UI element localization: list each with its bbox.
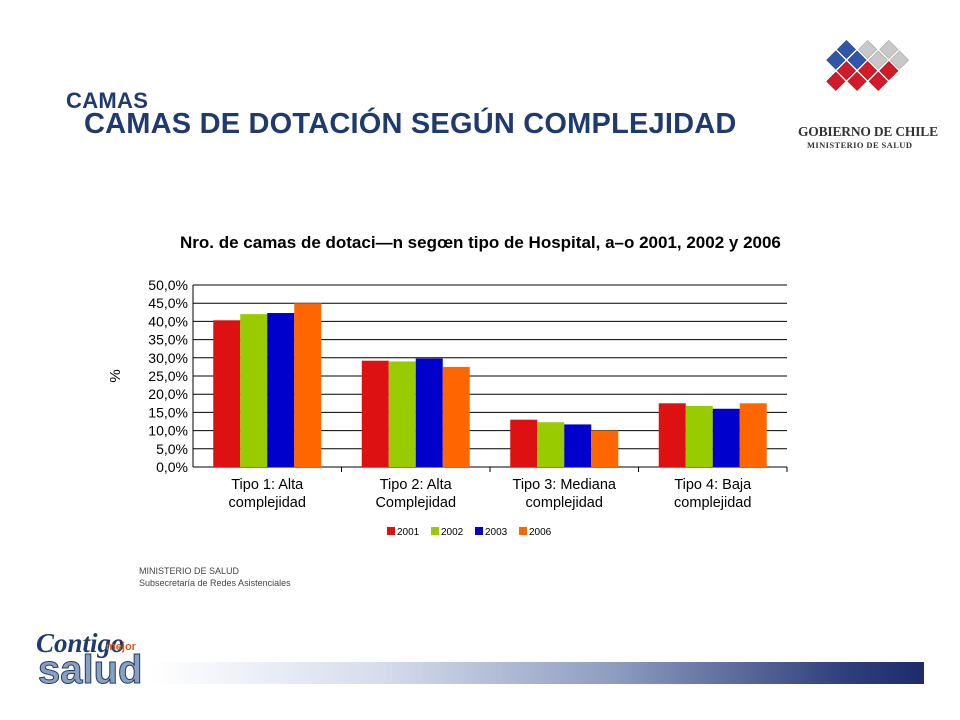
bar-2001 <box>213 320 241 467</box>
legend-label-2003: 2003 <box>485 527 508 538</box>
bar-2002 <box>388 361 416 467</box>
y-tick-label: 40,0% <box>148 313 188 329</box>
x-category-label: Complejidad <box>375 495 456 511</box>
bar-2003 <box>712 408 740 467</box>
y-tick-label: 50,0% <box>148 277 188 293</box>
y-tick-label: 15,0% <box>148 404 188 420</box>
x-category-label: complejidad <box>229 495 306 511</box>
bar-2003 <box>415 358 443 467</box>
y-tick-label: 10,0% <box>148 423 188 439</box>
y-tick-label: 20,0% <box>148 386 188 402</box>
page-title: CAMAS DE DOTACIÓN SEGÚN COMPLEJIDAD <box>84 108 737 140</box>
legend-swatch-2002 <box>431 527 439 535</box>
x-category-label: complejidad <box>526 495 603 511</box>
bar-2003 <box>564 424 592 467</box>
x-category-label: Tipo 2: Alta <box>380 477 453 493</box>
y-axis-label: % <box>107 369 124 382</box>
legend-swatch-2006 <box>519 527 527 535</box>
bar-2006 <box>442 366 470 467</box>
brand-contigo: Contigo <box>36 628 125 658</box>
bar-2006 <box>739 403 767 467</box>
bar-2006 <box>591 430 619 467</box>
brand-salud: salud <box>37 648 143 693</box>
legend-swatch-2003 <box>475 527 483 535</box>
bar-chart: 0,0% 5,0% 10,0% 15,0% 20,0% 25,0% 30,0% 35,0% 40… <box>107 277 788 538</box>
y-tick-label: 35,0% <box>148 332 188 348</box>
x-category-label: Tipo 3: Mediana <box>513 477 617 493</box>
footer-subsecretaria: Subsecretaría de Redes Asistenciales <box>139 578 291 588</box>
chart-area: Nro. de camas de dotaci—n segœn tipo de … <box>100 225 800 550</box>
bar-2006 <box>294 303 322 467</box>
brand-mejor: mejor <box>106 641 136 653</box>
bar-2001 <box>361 360 389 467</box>
logo-name: GOBIERNO DE CHILE <box>798 124 938 139</box>
y-tick-label: 30,0% <box>148 350 188 366</box>
chart-title: Nro. de camas de dotaci—n segœn tipo de … <box>180 233 781 252</box>
section-kicker: CAMAS <box>66 88 149 113</box>
y-tick-label: 0,0% <box>156 459 188 475</box>
footer-ministry: MINISTERIO DE SALUD <box>139 566 240 576</box>
bar-2002 <box>240 314 268 467</box>
legend-swatch-2001 <box>387 527 395 535</box>
x-category-label: Tipo 4: Baja <box>674 477 752 493</box>
footer-gradient-bar <box>150 662 924 684</box>
footer: MINISTERIO DE SALUD Subsecretaría de Red… <box>139 565 291 589</box>
bar-2003 <box>267 313 295 467</box>
bar-2002 <box>537 422 565 467</box>
logo-subtitle: MINISTERIO DE SALUD <box>807 140 913 150</box>
legend-label-2001: 2001 <box>397 527 420 538</box>
bar-2002 <box>685 405 713 467</box>
bar-2001 <box>658 403 686 467</box>
legend-label-2002: 2002 <box>441 527 464 538</box>
y-tick-label: 45,0% <box>148 295 188 311</box>
x-category-label: complejidad <box>674 495 751 511</box>
bar-2001 <box>510 419 538 467</box>
gobierno-de-chile-logo <box>826 39 910 91</box>
legend-label-2006: 2006 <box>529 527 552 538</box>
y-tick-label: 25,0% <box>148 368 188 384</box>
y-tick-label: 5,0% <box>156 441 188 457</box>
x-category-label: Tipo 1: Alta <box>231 477 304 493</box>
